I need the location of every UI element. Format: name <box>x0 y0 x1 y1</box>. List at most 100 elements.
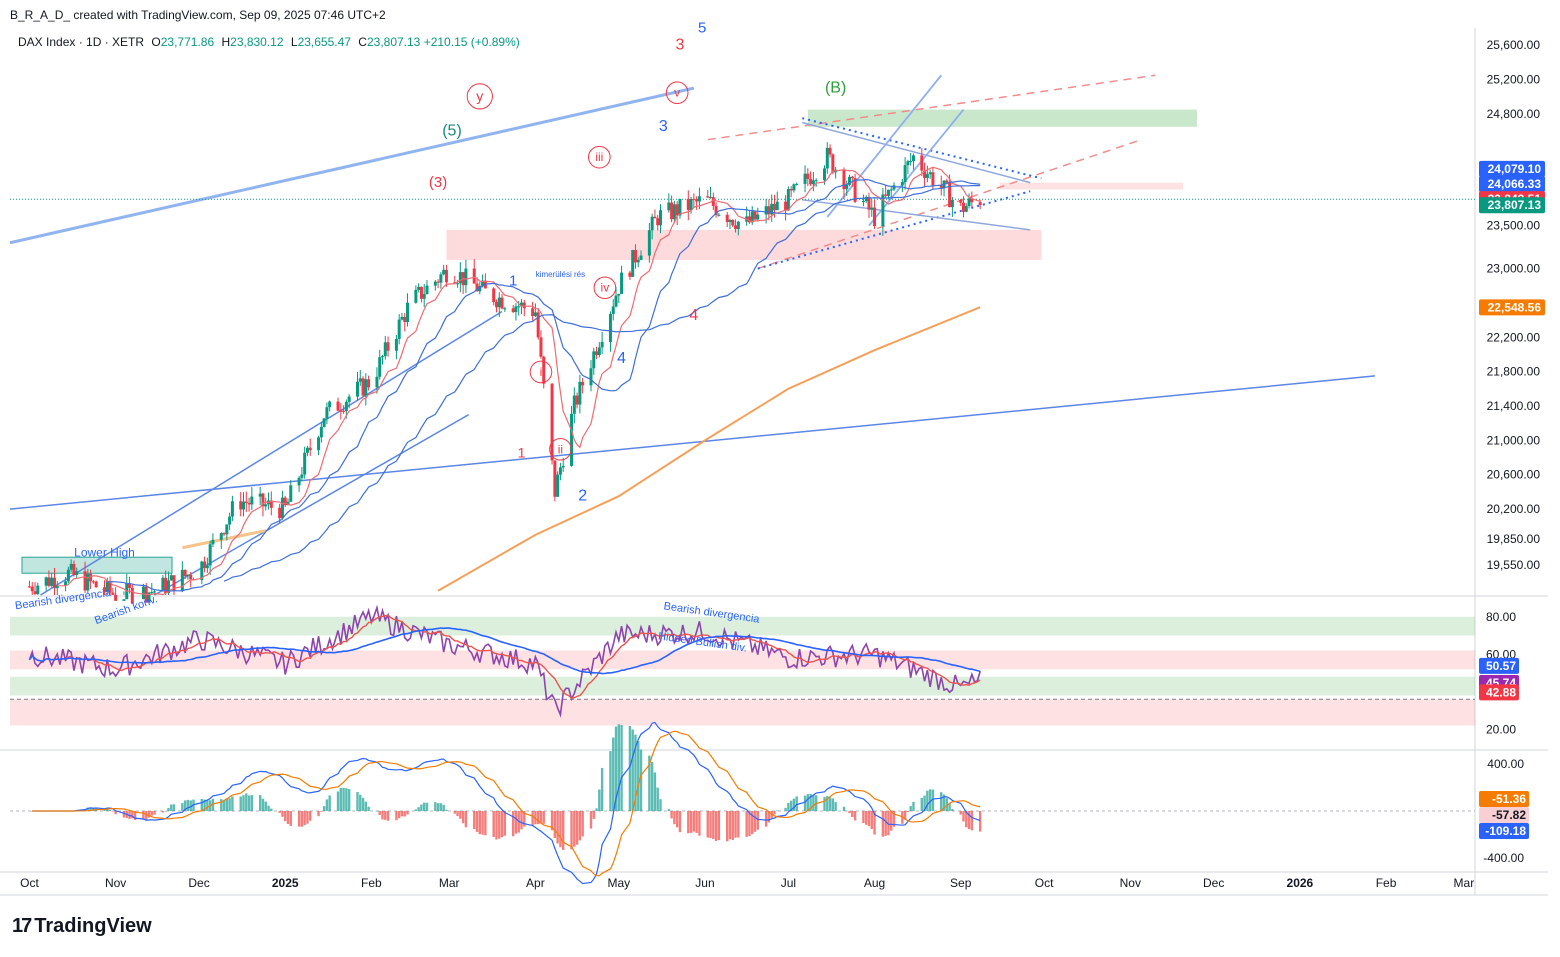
candle-body <box>814 180 818 182</box>
candle-body <box>494 302 498 308</box>
candle-body <box>853 178 857 202</box>
candle-body <box>617 293 621 296</box>
candle-body <box>417 286 421 290</box>
macd-histogram-bar <box>692 811 696 832</box>
candle-body <box>714 206 718 216</box>
macd-histogram-bar <box>250 795 254 811</box>
macd-histogram-bar <box>384 811 387 820</box>
candle-body <box>83 571 87 591</box>
low-value: 23,655.47 <box>297 35 351 49</box>
candle-body <box>383 342 387 357</box>
wave-label: iii <box>595 150 603 164</box>
macd-histogram-bar <box>756 811 759 830</box>
candle-body <box>731 219 735 226</box>
candle-body <box>848 176 852 185</box>
macd-histogram-bar <box>478 811 482 835</box>
candle-body <box>670 202 674 220</box>
macd-histogram-bar <box>706 811 709 838</box>
x-tick-label: Aug <box>864 876 885 890</box>
macd-histogram-bar <box>500 811 504 838</box>
candle-body <box>44 577 48 586</box>
candle-body <box>478 285 482 292</box>
macd-histogram-bar <box>145 811 148 820</box>
candle-body <box>553 460 557 497</box>
candle-body <box>283 497 287 506</box>
candle-body <box>344 401 348 411</box>
macd-histogram-bar <box>787 802 790 811</box>
macd-tick-label: -400.00 <box>1483 851 1524 865</box>
candle-body <box>900 182 904 186</box>
macd-histogram-bar <box>150 811 153 816</box>
macd-histogram-bar <box>403 811 406 817</box>
macd-histogram-bar <box>648 755 651 811</box>
rsi-line <box>28 604 981 718</box>
candle-body <box>533 312 537 316</box>
candle-body <box>52 577 56 589</box>
macd-histogram-bar <box>709 811 712 838</box>
candle-body <box>806 173 810 179</box>
candle-body <box>406 302 410 322</box>
candle-body <box>103 587 107 592</box>
candle-body <box>94 581 98 588</box>
candle-body <box>261 493 265 507</box>
resistance-zone <box>999 182 1184 190</box>
macd-histogram-bar <box>434 802 437 811</box>
macd-histogram-bar <box>245 793 248 811</box>
macd-histogram-bar <box>414 809 418 811</box>
macd-histogram-bar <box>556 811 559 844</box>
macd-histogram-bar <box>634 734 637 811</box>
candle-body <box>884 194 888 196</box>
candle-body <box>72 563 76 575</box>
candle-body <box>620 272 624 294</box>
candle-body <box>967 198 971 207</box>
tradingview-logo-icon: 17 <box>12 915 32 937</box>
macd-histogram-bar <box>614 726 618 811</box>
price-tick-label: 23,000.00 <box>1487 262 1541 276</box>
candle-body <box>870 207 874 210</box>
macd-histogram-bar <box>439 803 443 811</box>
macd-histogram-bar <box>553 811 557 839</box>
price-label-box <box>1479 160 1545 177</box>
wave-label: kimerülési rés <box>536 270 585 279</box>
macd-histogram-bar <box>728 811 732 840</box>
candle-body <box>397 319 401 339</box>
symbol-name[interactable]: DAX Index · 1D · XETR <box>18 35 145 49</box>
candle-body <box>367 379 371 388</box>
target-zone <box>807 109 1198 127</box>
macd-histogram-bar <box>425 802 429 811</box>
candle-body <box>472 268 476 284</box>
candle-body <box>86 573 90 591</box>
macd-histogram-bar <box>573 811 576 847</box>
macd-histogram-bar <box>306 811 309 824</box>
macd-histogram-bar <box>342 787 345 811</box>
macd-histogram-bar <box>959 811 962 815</box>
macd-histogram-bar <box>717 811 721 841</box>
candle-body <box>647 230 651 256</box>
macd-histogram-bar <box>589 811 593 829</box>
macd-histogram-bar <box>737 811 740 838</box>
macd-histogram-bar <box>951 808 954 811</box>
close-label: C <box>358 35 367 49</box>
macd-histogram-bar <box>473 811 476 830</box>
candle-body <box>764 206 768 215</box>
macd-histogram-bar <box>862 811 865 824</box>
candle-body <box>789 189 793 191</box>
macd-histogram-bar <box>534 811 537 825</box>
candle-body <box>111 592 115 595</box>
candle-body <box>595 351 599 355</box>
macd-histogram-bar <box>108 809 112 811</box>
macd-histogram-bar <box>650 762 654 811</box>
macd-histogram-bar <box>612 737 615 811</box>
macd-histogram-bar <box>965 811 968 828</box>
rsi-annotation: Bearish divergencia <box>14 587 112 612</box>
candle-body <box>66 569 70 582</box>
candle-body <box>828 147 832 155</box>
candle-body <box>161 577 165 592</box>
price-tick-label: 21,800.00 <box>1487 365 1541 379</box>
candle-body <box>342 410 346 412</box>
candle-body <box>792 184 796 191</box>
candle-body <box>931 172 935 186</box>
macd-histogram-bar <box>695 811 698 833</box>
candle-body <box>128 583 132 588</box>
